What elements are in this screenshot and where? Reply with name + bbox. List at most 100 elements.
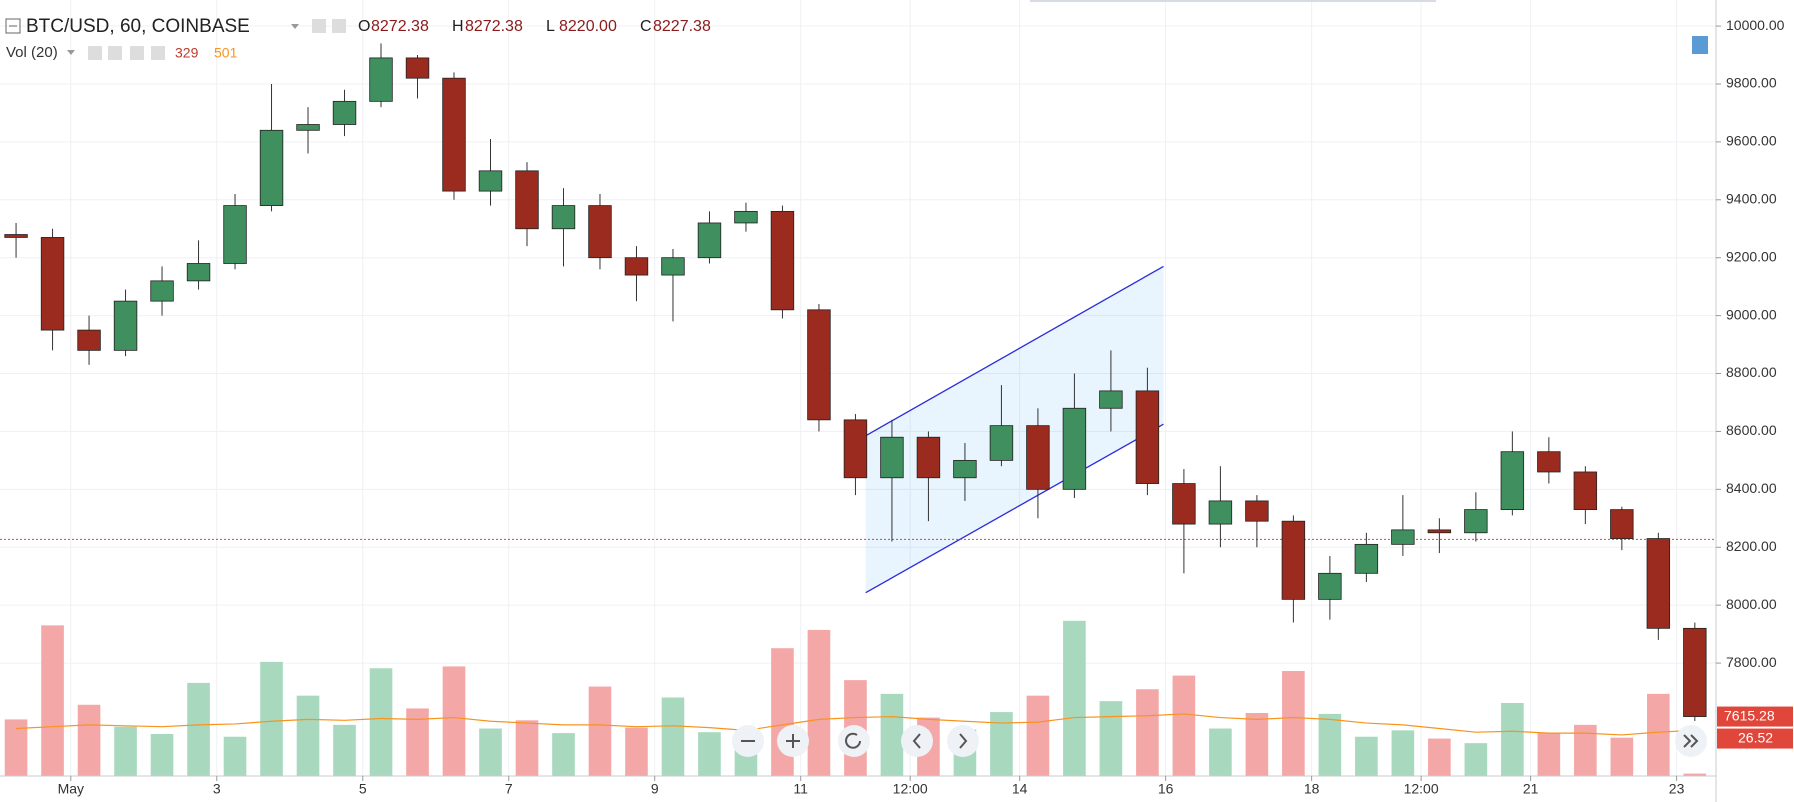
ohlc-value: 8272.38: [465, 18, 523, 35]
volume-bar: [1282, 671, 1305, 776]
study-value: 501: [214, 45, 238, 61]
y-tick-label: 8800.00: [1726, 364, 1777, 380]
icon[interactable]: [312, 19, 326, 33]
volume-bar: [296, 695, 320, 776]
y-tick-label: 9400.00: [1726, 190, 1777, 206]
candle-body: [442, 77, 466, 192]
candle-body: [807, 309, 831, 421]
x-tick-label: 23: [1669, 781, 1685, 797]
icon[interactable]: [88, 46, 102, 60]
volume-ma: [16, 713, 1695, 736]
volume-bar: [807, 629, 831, 776]
volume-bar: [442, 666, 466, 776]
icon[interactable]: [332, 19, 346, 33]
candle-body: [405, 57, 430, 79]
x-tick-label: 5: [359, 781, 367, 797]
volume-bar: [1136, 689, 1159, 776]
reset[interactable]: [838, 725, 870, 757]
ohlc-key: L: [546, 18, 555, 35]
candle-body: [332, 100, 357, 125]
y-tick-label: 8400.00: [1726, 480, 1777, 496]
candle-body: [1099, 390, 1123, 409]
candle-body: [4, 234, 28, 238]
volume-bar: [260, 661, 283, 776]
volume-bar: [1610, 737, 1634, 776]
icon: [912, 733, 921, 749]
candle-body: [1172, 483, 1196, 525]
volume-bar: [1647, 693, 1670, 776]
candle-body: [1427, 529, 1452, 534]
volume-bar: [880, 693, 904, 776]
scroll-left[interactable]: [901, 725, 933, 757]
volume-bar: [1172, 675, 1196, 776]
y-tick-label: 10000.00: [1726, 17, 1785, 33]
volume-bar: [479, 728, 502, 776]
candle-body: [953, 459, 977, 479]
icon[interactable]: [151, 46, 165, 60]
volume-bar: [333, 724, 356, 776]
candle-body: [588, 205, 612, 259]
candle-body: [880, 436, 904, 479]
candle-body: [40, 237, 65, 331]
y-tick-label: 8000.00: [1726, 596, 1777, 612]
candle-body: [551, 205, 576, 230]
y-tick-label: 9000.00: [1726, 306, 1777, 322]
x-tick-label: 18: [1304, 781, 1320, 797]
x-tick-label: 9: [651, 781, 659, 797]
candle-body: [770, 210, 795, 311]
volume-bar: [1428, 738, 1451, 776]
nav-buttons: [732, 725, 1707, 757]
volume-bar: [114, 726, 137, 776]
volume-bar: [1574, 724, 1597, 776]
candle-body: [843, 419, 868, 479]
grid: [0, 0, 1716, 776]
volume-bar: [1245, 713, 1269, 776]
candle-body: [734, 210, 758, 224]
candle-body: [1464, 509, 1488, 534]
icon: [786, 734, 800, 748]
ohlc-key: H: [452, 18, 464, 35]
candle-body: [223, 205, 247, 264]
volume-bar: [1318, 713, 1342, 776]
ohlc-value: 8272.38: [371, 18, 429, 35]
volume-bar: [552, 733, 575, 776]
candle-body: [1281, 520, 1306, 600]
candle-body: [1683, 627, 1707, 717]
y-tick-label: 7800.00: [1726, 654, 1777, 670]
candle-body: [1318, 572, 1342, 600]
dropdown[interactable]: [67, 50, 75, 55]
volume-bar: [1209, 728, 1232, 776]
axes: 7800.00 8000.00 8200.00 8400.00 8600.00 8800.…: [58, 17, 1793, 797]
volume-bar: [1537, 733, 1561, 776]
volume-bar: [661, 697, 685, 776]
volume-bar: [41, 625, 64, 776]
collapse-icon[interactable]: [5, 18, 21, 34]
icon[interactable]: [130, 46, 144, 60]
study-label: Vol (20): [6, 44, 58, 61]
volume-bar: [406, 708, 429, 776]
ohlc-value: 8220.00: [559, 18, 617, 35]
volume-bar: [515, 720, 539, 776]
icon[interactable]: [108, 46, 122, 60]
candle-body: [1573, 471, 1598, 511]
volume-bar: [223, 736, 247, 776]
volume-pane: [4, 620, 1707, 776]
dropdown[interactable]: [291, 24, 299, 29]
volume-bar: [1391, 730, 1415, 776]
volume-bar: [990, 712, 1013, 776]
channel-fill: [865, 266, 1164, 593]
candle-body: [661, 257, 685, 276]
top-bar: [1030, 0, 1436, 2]
channel-line: [865, 423, 1164, 594]
y-tick-label: 9600.00: [1726, 133, 1777, 149]
icon: [959, 733, 968, 749]
volume-bar: [698, 732, 721, 776]
scroll-right[interactable]: [947, 725, 979, 757]
volume-bar: [187, 682, 210, 776]
candles: [4, 43, 1707, 721]
candle-body: [1646, 538, 1671, 629]
candle-body: [478, 170, 503, 192]
scroll-icon[interactable]: [1692, 36, 1708, 54]
